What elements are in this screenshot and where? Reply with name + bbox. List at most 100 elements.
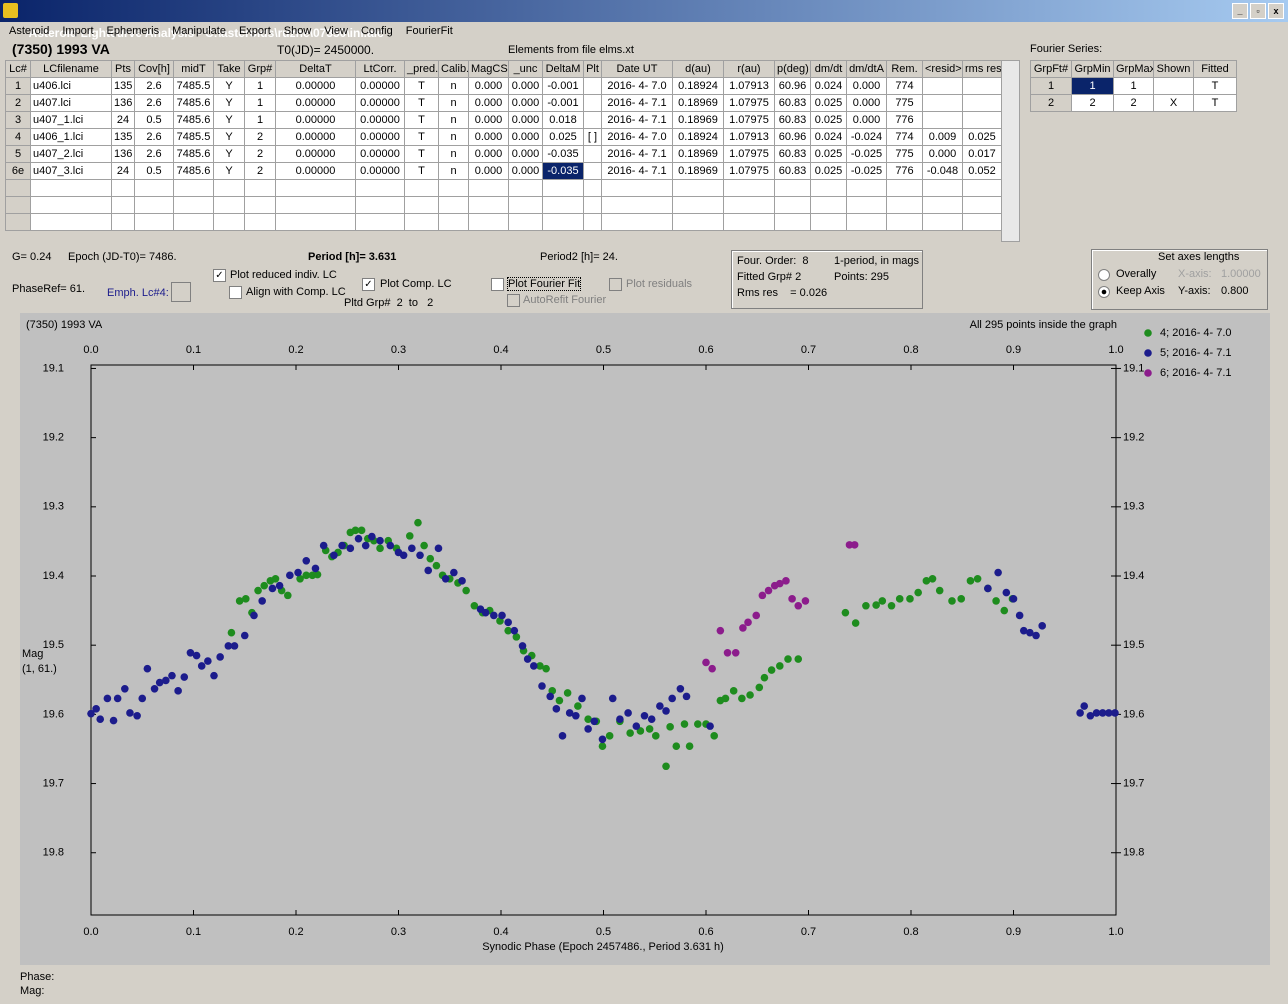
- table-cell: -0.035: [542, 145, 584, 163]
- table-cell: 0.18924: [672, 77, 724, 95]
- axes-group: [1091, 249, 1268, 310]
- data-point: [275, 581, 284, 590]
- data-point: [794, 655, 803, 663]
- header-cell: d(au): [672, 60, 724, 78]
- table-cell: [774, 213, 811, 231]
- data-point: [1080, 702, 1089, 710]
- period2-label[interactable]: Period2 [h]= 24.: [540, 251, 618, 263]
- table-cell: [962, 94, 1002, 112]
- y-tick-label: 19.1: [43, 362, 64, 374]
- period-label[interactable]: Period [h]= 3.631: [308, 251, 397, 263]
- table-cell: -0.001: [542, 77, 584, 95]
- close-button[interactable]: x: [1268, 3, 1284, 19]
- menu-item[interactable]: View: [324, 25, 348, 37]
- scrollbar[interactable]: [1001, 60, 1020, 242]
- checkbox[interactable]: [491, 278, 504, 291]
- data-point: [481, 608, 490, 617]
- data-point: [760, 673, 769, 682]
- table-cell: [111, 179, 135, 197]
- checkbox-label[interactable]: Align with Comp. LC: [246, 286, 346, 298]
- table-cell: [5, 196, 31, 214]
- data-point: [878, 597, 887, 605]
- phaseref-label[interactable]: PhaseRef= 61.: [12, 283, 86, 295]
- data-point: [294, 568, 302, 577]
- table-cell: 7485.6: [173, 111, 214, 129]
- table-cell: [601, 179, 673, 197]
- menu-item[interactable]: Export: [238, 25, 271, 37]
- menu-item[interactable]: FourierFit: [405, 25, 453, 37]
- data-point: [739, 624, 747, 632]
- checkbox-label[interactable]: Plot Fourier Fit: [507, 277, 582, 291]
- restore-button[interactable]: ▫: [1250, 3, 1266, 19]
- table-cell: T: [404, 145, 439, 163]
- yaxis-value[interactable]: 0.800: [1221, 285, 1249, 297]
- table-cell: 0.18924: [672, 128, 724, 146]
- checkbox[interactable]: [229, 286, 242, 299]
- data-point: [680, 720, 689, 728]
- menu-item[interactable]: Ephemeris: [106, 25, 160, 37]
- table-cell: u407_2.lci: [30, 145, 112, 163]
- radio[interactable]: [1098, 269, 1110, 281]
- data-point: [565, 709, 574, 717]
- menu-item[interactable]: Manipulate: [172, 25, 226, 37]
- table-cell: 1: [244, 111, 276, 129]
- menu-item[interactable]: Asteroid: [9, 25, 50, 37]
- data-point: [121, 684, 129, 693]
- table-cell: 0.000: [468, 94, 509, 112]
- data-point: [240, 631, 249, 640]
- table-cell: 24: [111, 162, 135, 180]
- rms-label: Rms res = 0.026: [737, 287, 828, 299]
- checkbox: [507, 294, 520, 307]
- table-cell: 0.052: [962, 162, 1002, 180]
- checkbox-label[interactable]: Plot reduced indiv. LC: [230, 269, 337, 281]
- x-tick-label: 0.6: [698, 344, 713, 356]
- data-point: [624, 709, 632, 717]
- radio-label[interactable]: Overally: [1116, 268, 1157, 280]
- legend-marker: [1144, 329, 1152, 337]
- data-point: [96, 715, 105, 724]
- data-point: [470, 601, 479, 610]
- table-cell: 2: [5, 94, 31, 112]
- data-point: [841, 608, 850, 617]
- table-cell: [134, 179, 174, 197]
- checkbox[interactable]: ✓: [362, 278, 375, 291]
- data-point: [399, 551, 408, 560]
- table-cell: [438, 196, 469, 214]
- emph-spinner[interactable]: [171, 282, 191, 302]
- data-point: [530, 662, 538, 670]
- radio[interactable]: [1098, 286, 1110, 298]
- table-cell: [30, 213, 112, 231]
- table-cell: 0.00000: [275, 145, 356, 163]
- data-point: [338, 541, 346, 550]
- checkbox[interactable]: ✓: [213, 269, 226, 282]
- menu-item[interactable]: Show: [283, 25, 312, 37]
- header-cell: GrpFt#: [1030, 60, 1072, 78]
- table-cell: [962, 179, 1002, 197]
- object-name: (7350) 1993 VA: [12, 41, 110, 57]
- table-cell: Y: [213, 111, 245, 129]
- header-cell: LCfilename: [30, 60, 112, 78]
- data-point: [441, 574, 450, 583]
- data-point: [296, 574, 304, 583]
- table-cell: 60.83: [774, 162, 811, 180]
- data-point: [284, 591, 292, 600]
- menu-item[interactable]: Config: [360, 25, 393, 37]
- t0-label: T0(JD)= 2450000.: [277, 43, 375, 57]
- checkbox-label[interactable]: Plot Comp. LC: [380, 278, 452, 290]
- data-point: [764, 586, 773, 595]
- menu-item[interactable]: Import: [62, 25, 94, 37]
- table-cell: 0.000: [846, 94, 887, 112]
- minimize-button[interactable]: _: [1232, 3, 1248, 19]
- header-cell: <resid>: [922, 60, 963, 78]
- data-point: [498, 611, 506, 620]
- data-point: [994, 568, 1002, 577]
- data-point: [210, 671, 218, 680]
- table-cell: u406_1.lci: [30, 128, 112, 146]
- checkbox: [609, 278, 622, 291]
- legend-marker: [1144, 349, 1152, 357]
- table-cell: 136: [111, 145, 135, 163]
- table-cell: [275, 196, 356, 214]
- radio-label[interactable]: Keep Axis: [1116, 285, 1165, 297]
- table-cell: 0.5: [134, 111, 174, 129]
- data-point: [973, 574, 982, 583]
